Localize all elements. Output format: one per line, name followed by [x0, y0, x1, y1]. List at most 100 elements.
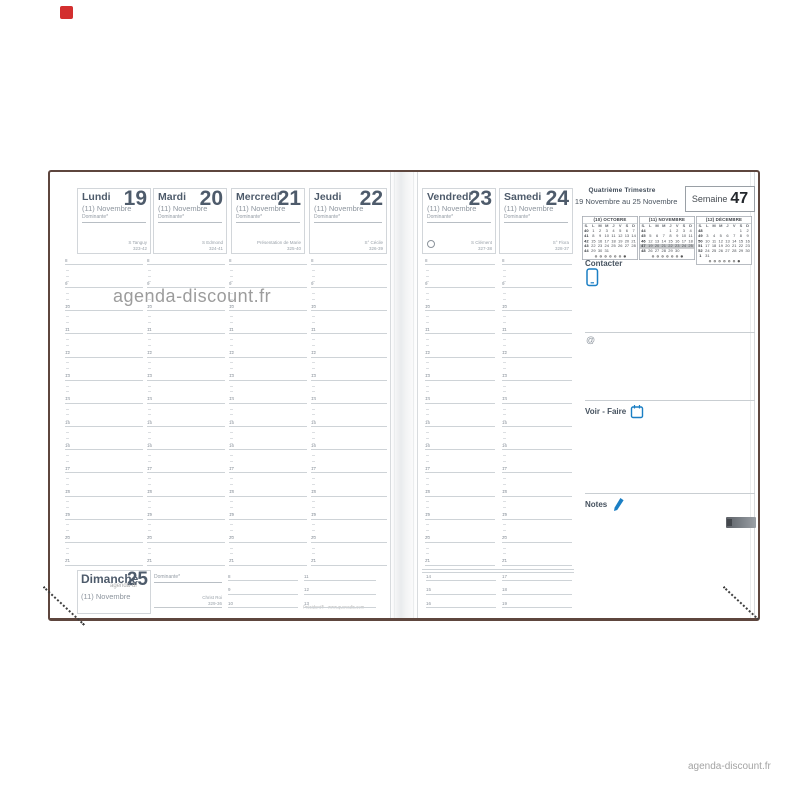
quarter-tick	[66, 292, 69, 294]
quarter-tick	[148, 269, 151, 271]
hour-label: 19	[502, 512, 508, 518]
hour-label: 16	[425, 442, 431, 448]
mini-calendar-row: 51 17 18 19 20 21 22 23	[698, 243, 750, 249]
trimester-title: Quatrième Trimestre	[588, 187, 656, 194]
hour-label: 20	[65, 535, 71, 541]
hour-line	[65, 356, 143, 358]
quarter-tick	[503, 275, 506, 277]
sunday-month: (11) Novembre	[81, 592, 131, 601]
saint-of-day: S Clément 327-38	[471, 240, 492, 251]
quarter-tick	[66, 553, 69, 555]
sunday-saint: Christ Roi 329-36	[154, 595, 222, 608]
page-stack-edge-outer	[754, 172, 755, 618]
quarter-tick	[426, 292, 429, 294]
quarter-tick	[312, 547, 315, 549]
hour-label: 12	[147, 350, 153, 356]
quarter-tick	[312, 460, 315, 462]
sunday-hour-label: 11	[304, 573, 309, 579]
hour-label: 10	[425, 303, 431, 309]
quarter-tick	[503, 292, 506, 294]
quarter-tick	[66, 414, 69, 416]
hour-label: 9	[311, 280, 314, 286]
quarter-tick	[312, 437, 315, 439]
hour-line	[425, 426, 495, 428]
week-number-box: Semaine 47	[685, 186, 755, 212]
hour-line	[502, 495, 572, 497]
hour-line	[65, 287, 143, 289]
moon-phase-dot	[656, 255, 659, 258]
hour-label: 17	[425, 465, 431, 471]
hour-label: 18	[147, 489, 153, 494]
moon-phase-dot	[718, 260, 721, 263]
quarter-tick	[503, 397, 506, 399]
sunday-dominante-line: Dominante*	[154, 574, 222, 583]
hour-line	[502, 449, 572, 451]
hour-label: 14	[425, 396, 431, 402]
quarter-tick	[312, 536, 315, 538]
moon-phase-dot	[670, 255, 673, 258]
quarter-tick	[148, 316, 151, 318]
quarter-tick	[66, 304, 69, 306]
quarter-tick	[426, 420, 429, 422]
quarter-tick	[503, 466, 506, 468]
quarter-tick	[312, 345, 315, 347]
mini-calendar: (10) OCTOBRE S. L M M J V S D 40 1 2 3 4 5 6 7 41 8 9 10 11 12…	[582, 216, 638, 261]
hour-line	[229, 472, 307, 474]
quarter-tick	[148, 512, 151, 514]
hour-line	[147, 541, 225, 543]
quarter-tick	[426, 466, 429, 468]
quarter-tick	[66, 391, 69, 393]
sunday-hour-label: 18	[502, 587, 508, 592]
quarter-tick	[503, 408, 506, 410]
quarter-tick	[230, 350, 233, 352]
hour-line	[65, 564, 143, 566]
day-header-jeudi: Jeudi 22 (11) Novembre Dominante* S° Cécile 3…	[309, 187, 387, 254]
moon-phase-circle	[427, 240, 435, 248]
quarter-tick	[503, 362, 506, 364]
hour-label: 19	[147, 512, 153, 518]
quarter-tick	[426, 339, 429, 341]
notes-label: Notes	[585, 499, 608, 509]
quarter-tick	[66, 431, 69, 433]
hour-label: 10	[311, 303, 317, 309]
quarter-tick	[66, 321, 69, 323]
hour-label: 11	[147, 326, 152, 332]
quarter-tick	[66, 501, 69, 503]
quarter-tick	[66, 559, 69, 561]
moon-phase-dot	[613, 255, 616, 258]
hour-line	[502, 402, 572, 404]
quarter-tick	[426, 269, 429, 271]
section-contacter: Contacter	[585, 259, 622, 268]
week-label: Semaine	[691, 194, 728, 204]
hour-line	[229, 356, 307, 358]
quarter-tick	[426, 408, 429, 410]
quarter-tick	[426, 437, 429, 439]
hour-label: 9	[425, 280, 428, 286]
quarter-tick	[503, 454, 506, 456]
hour-line	[311, 333, 387, 335]
hour-label: 13	[65, 373, 71, 379]
hour-label: 11	[425, 326, 430, 332]
quarter-tick	[312, 281, 315, 283]
quarter-tick	[148, 281, 151, 283]
hour-line	[65, 449, 143, 451]
sunday-number: 25	[126, 569, 148, 590]
quarter-tick	[148, 530, 151, 532]
hour-label: 10	[65, 303, 71, 309]
sunday-hour-line	[426, 593, 496, 595]
saint-of-day: Présentation de Marie 325-40	[257, 240, 301, 251]
quarter-tick	[503, 501, 506, 503]
moon-phase-dot	[618, 255, 621, 258]
quarter-tick	[426, 530, 429, 532]
day-name: Jeudi	[314, 191, 342, 203]
sunday-hour-line	[228, 607, 298, 608]
hour-line	[425, 333, 495, 335]
hour-label: 21	[311, 558, 317, 564]
hour-line	[311, 541, 387, 543]
sunday-name: Dimanche	[81, 572, 139, 586]
quarter-tick	[230, 547, 233, 549]
quarter-tick	[312, 507, 315, 509]
hour-label: 15	[65, 419, 71, 425]
hour-label: 20	[229, 535, 235, 541]
quarter-tick	[230, 460, 233, 462]
